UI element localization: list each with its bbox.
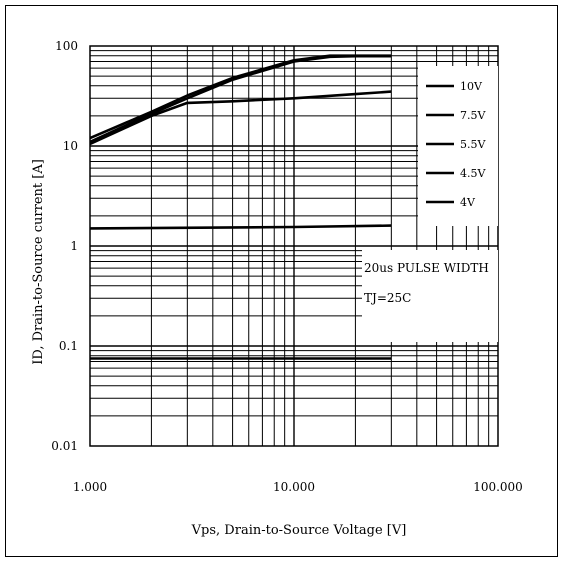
y-tick-label: 0.01 [51,439,78,453]
legend-box [418,66,498,226]
plot-border [89,45,499,447]
x-axis-label: Vps, Drain-to-Source Voltage [V] [191,523,407,538]
series-line [89,54,392,144]
y-tick-label: 10 [63,139,78,153]
x-tick-label: 1.000 [73,480,107,494]
x-tick-label: 10.000 [273,480,315,494]
legend-label: 4.5V [460,167,486,180]
tick-labels: 1.000 10.000 100.000 100 10 1 0.1 0.01 [51,39,523,494]
y-tick-label: 100 [55,39,78,53]
legend-label: 4V [460,196,476,209]
y-tick-label: 1 [70,239,78,253]
annotation-pulse-width: 20us PULSE WIDTH [364,261,489,275]
legend-label: 7.5V [460,109,486,122]
series-line [89,90,392,146]
series-line [89,224,392,230]
annotation-box: 20us PULSE WIDTH TJ=25C [362,250,498,342]
y-axis-label: ID, Drain-to-Source current [A] [31,159,46,365]
legend-label: 10V [460,80,483,93]
annotation-background [362,250,498,342]
grid [90,46,498,446]
series-group [89,54,392,360]
y-tick-label: 0.1 [59,339,78,353]
annotation-temperature: TJ=25C [364,291,411,305]
legend: 10V 7.5V 5.5V 4.5V 4V [418,66,498,226]
x-tick-label: 100.000 [473,480,523,494]
legend-label: 5.5V [460,138,486,151]
